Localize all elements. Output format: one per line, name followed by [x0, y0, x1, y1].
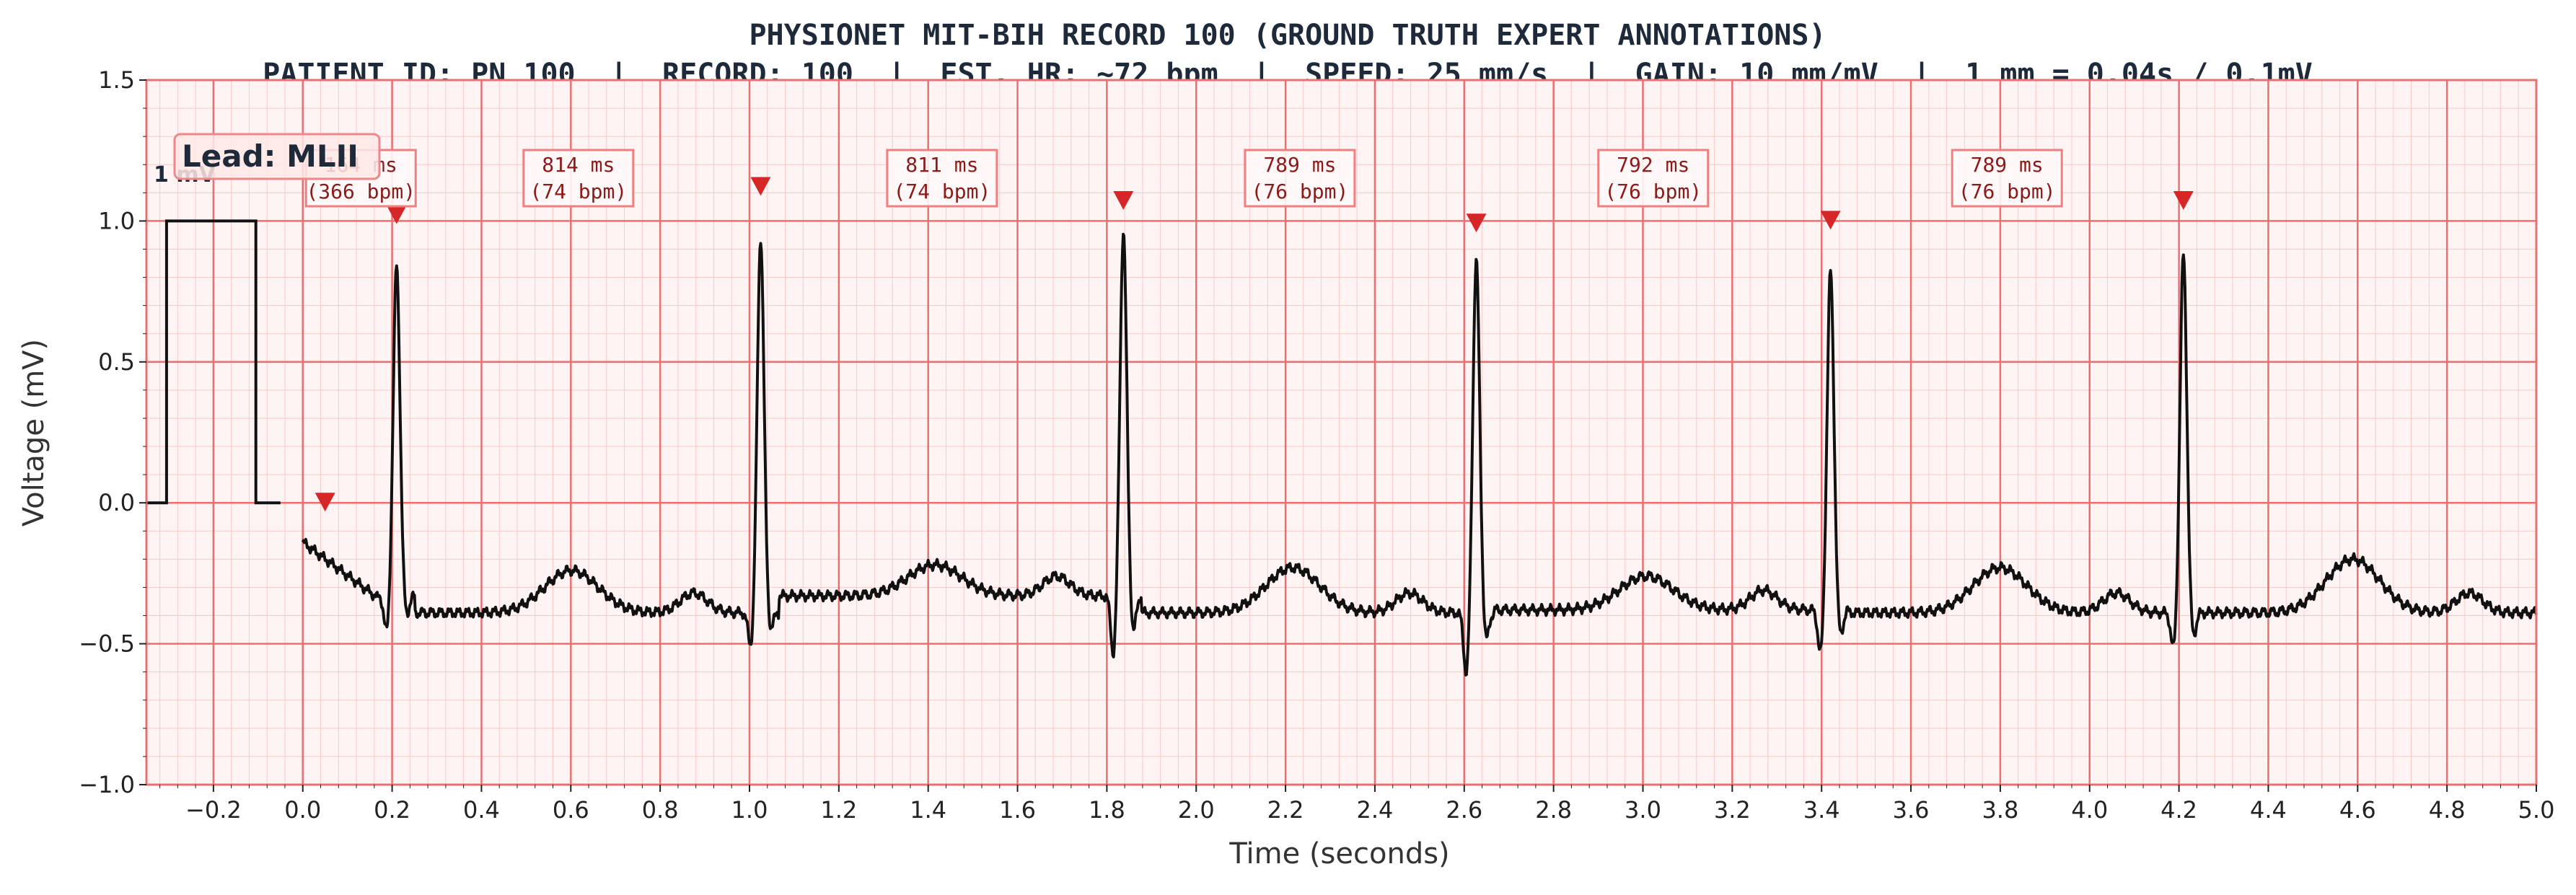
- rr-interval-label: 792 ms (76 bpm): [1597, 149, 1710, 208]
- x-tick-label: 5.0: [2518, 796, 2555, 824]
- plot-area: 164 ms(366 bpm)814 ms(74 bpm)811 ms(74 b…: [145, 79, 2538, 786]
- rr-interval-label: 811 ms (74 bpm): [886, 149, 998, 208]
- x-tick-label: 2.2: [1267, 796, 1304, 824]
- x-tick-label: 1.8: [1089, 796, 1125, 824]
- x-tick-label: 0.0: [284, 796, 321, 824]
- lead-label-frame: [173, 133, 381, 180]
- rr-bpm-text: (76 bpm): [1604, 180, 1702, 203]
- r-peak-marker: [386, 205, 407, 224]
- x-axis-label: Time (seconds): [1228, 837, 1449, 870]
- y-axis-label: Voltage (mV): [17, 339, 50, 526]
- x-tick-label: 1.4: [910, 796, 946, 824]
- x-axis-ticks: −0.2 0.0 0.2 0.4 0.6 0.8 1.0 1.2 1.4 1.6 1.8 2.0 2.2…: [159, 785, 2555, 824]
- rr-label-box: [1244, 149, 1356, 208]
- x-tick-label: 4.4: [2250, 796, 2287, 824]
- x-tick-label: 1.6: [999, 796, 1036, 824]
- r-peak-marker: [1820, 211, 1841, 230]
- x-tick-label: 2.4: [1356, 796, 1393, 824]
- rr-label-box: [886, 149, 998, 208]
- rr-ms-text: 792 ms: [1617, 153, 1689, 177]
- x-tick-label: 2.0: [1178, 796, 1215, 824]
- x-tick-label: 0.6: [553, 796, 589, 824]
- x-tick-label: 0.2: [374, 796, 410, 824]
- x-tick-label: 4.6: [2339, 796, 2376, 824]
- rr-bpm-text: (74 bpm): [893, 180, 990, 203]
- x-tick-label: 3.0: [1625, 796, 1661, 824]
- calibration-pulse: [146, 219, 281, 505]
- x-tick-label: 3.8: [1982, 796, 2018, 824]
- x-tick-label: −0.2: [185, 796, 242, 824]
- r-peak-marker: [315, 493, 335, 512]
- y-tick-label: −1.0: [79, 771, 135, 798]
- y-tick-label: 1.0: [98, 207, 135, 234]
- y-tick-label: −0.5: [79, 630, 135, 658]
- y-tick-label: 1.5: [98, 66, 135, 94]
- r-peak-markers: [315, 177, 2194, 512]
- x-tick-label: 2.6: [1446, 796, 1482, 824]
- y-tick-label: 0.5: [98, 348, 135, 376]
- plot-frame: [145, 79, 2538, 786]
- grid-minor: [146, 80, 2536, 785]
- rr-interval-label: 814 ms (74 bpm): [522, 149, 635, 208]
- x-tick-label: 0.8: [642, 796, 679, 824]
- x-tick-label: 1.2: [820, 796, 857, 824]
- lead-label-box: 1 mV Lead: MLII: [154, 133, 381, 188]
- r-peak-marker: [1113, 191, 1134, 211]
- ecg-trace-line: [301, 232, 2538, 676]
- x-tick-label: 3.6: [1893, 796, 1930, 824]
- x-tick-label: 1.0: [731, 796, 768, 824]
- lead-label: Lead: MLII: [182, 138, 359, 174]
- rr-bpm-text: (366 bpm): [306, 180, 416, 203]
- x-tick-label: 4.8: [2429, 796, 2466, 824]
- r-peak-marker: [750, 177, 771, 196]
- chart-title: PHYSIONET MIT-BIH RECORD 100 (GROUND TRU…: [749, 19, 1826, 52]
- rr-ms-text: 789 ms: [1263, 153, 1336, 177]
- r-peak-marker: [2173, 191, 2194, 211]
- y-axis-ticks: −1.0 −0.5 0.0 0.5 1.0 1.5: [79, 66, 146, 798]
- x-tick-label: 0.4: [463, 796, 500, 824]
- x-tick-label: 3.2: [1714, 796, 1751, 824]
- rr-ms-text: 789 ms: [1971, 153, 2044, 177]
- rr-interval-label: 789 ms (76 bpm): [1951, 149, 2063, 208]
- rr-ms-text: 814 ms: [542, 153, 615, 177]
- x-tick-label: 2.8: [1535, 796, 1572, 824]
- rr-ms-text: 811 ms: [905, 153, 978, 177]
- x-tick-label: 3.4: [1803, 796, 1840, 824]
- rr-label-box: [522, 149, 635, 208]
- rr-label-box: [1597, 149, 1710, 208]
- r-peak-marker: [1466, 213, 1487, 233]
- rr-label-box: [1951, 149, 2063, 208]
- rr-bpm-text: (76 bpm): [1251, 180, 1348, 203]
- x-tick-label: 4.2: [2160, 796, 2197, 824]
- x-tick-label: 4.0: [2071, 796, 2108, 824]
- rr-bpm-text: (74 bpm): [529, 180, 627, 203]
- rr-interval-label: 789 ms (76 bpm): [1244, 149, 1356, 208]
- y-tick-label: 0.0: [98, 489, 135, 516]
- rr-bpm-text: (76 bpm): [1959, 180, 2056, 203]
